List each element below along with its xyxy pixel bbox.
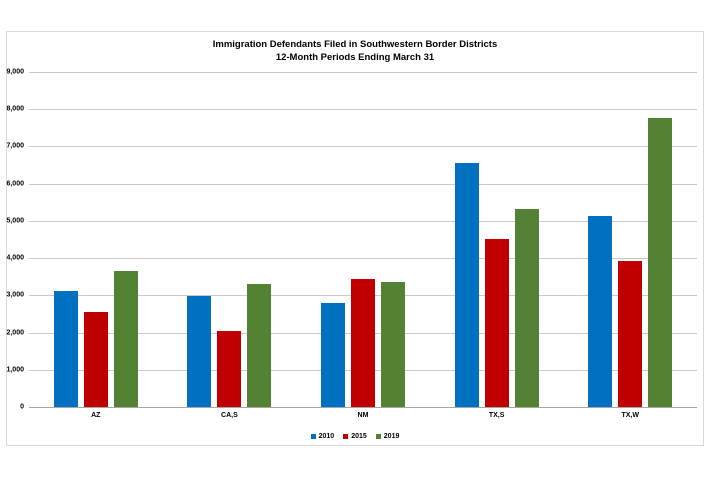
bar-NM-2010 [320, 303, 345, 407]
gridline [29, 183, 697, 185]
bar-TX,W-2010 [588, 216, 613, 407]
legend-item-2015: 2015 [343, 433, 367, 440]
bar-group-NM [296, 72, 430, 407]
bar-group-CA,S [163, 72, 297, 407]
legend: 2010 2015 2019 [7, 433, 703, 440]
x-axis-category-label: TX,S [488, 412, 505, 419]
bar-TX,S-2010 [454, 162, 479, 407]
bar-NM-2015 [350, 279, 375, 407]
y-axis-tick-label: 0 [20, 403, 24, 411]
y-axis-tick-label: 5,000 [6, 217, 24, 225]
bar-group-TX,W [563, 72, 697, 407]
chart-title-line2: 12-Month Periods Ending March 31 [275, 52, 435, 63]
bar-TX,S-2015 [484, 238, 509, 407]
chart-title: Immigration Defendants Filed in Southwes… [7, 38, 703, 64]
legend-label: 2015 [351, 433, 367, 440]
legend-marker-2015 [343, 434, 349, 439]
gridline [29, 72, 697, 73]
bar-CA,S-2015 [217, 331, 242, 407]
y-axis-tick-label: 2,000 [6, 329, 24, 337]
bar-CA,S-2010 [187, 296, 212, 407]
x-axis-category-label: AZ [91, 412, 101, 419]
y-axis-labels: 0 1,000 2,000 3,000 4,000 5,000 6,000 7,000 8,00… [6, 68, 24, 411]
gridline [29, 220, 697, 222]
bar-AZ-2019 [113, 270, 138, 407]
y-axis-tick-label: 7,000 [6, 142, 24, 150]
bar-AZ-2010 [53, 290, 78, 407]
chart-frame: Immigration Defendants Filed in Southwes… [6, 31, 704, 446]
y-axis-tick-label: 1,000 [6, 366, 24, 374]
bar-TX,W-2015 [618, 260, 643, 407]
y-axis-tick-label: 8,000 [6, 105, 24, 113]
y-axis-tick-label: 3,000 [6, 291, 24, 299]
bar-group-AZ [29, 72, 163, 407]
bar-group-TX,S [430, 72, 564, 407]
legend-item-2019: 2019 [375, 433, 400, 440]
legend-marker-2019 [375, 434, 381, 439]
y-axis-tick-label: 4,000 [6, 254, 24, 262]
legend-label: 2010 [318, 433, 335, 440]
x-axis-labels: AZ CA,S NM TX,S TX,W [29, 412, 697, 424]
legend-item-2010: 2010 [310, 433, 335, 440]
bar-TX,S-2019 [514, 208, 539, 407]
x-axis-category-label: TX,W [621, 412, 639, 419]
x-axis-category-label: CA,S [221, 412, 238, 419]
gridline [29, 258, 697, 260]
legend-label: 2019 [383, 433, 400, 440]
y-axis-tick-label: 9,000 [6, 68, 24, 76]
gridline [29, 146, 697, 148]
bar-NM-2019 [380, 281, 405, 407]
bar-AZ-2015 [83, 312, 108, 407]
y-axis-tick-label: 6,000 [6, 180, 24, 188]
chart-title-line1: Immigration Defendants Filed in Southwes… [212, 39, 498, 50]
bar-CA,S-2019 [247, 283, 272, 407]
x-axis-category-label: NM [357, 412, 369, 419]
bar-TX,W-2019 [648, 117, 673, 407]
legend-marker-2010 [310, 434, 316, 439]
gridline [29, 109, 697, 111]
plot-area [29, 72, 697, 408]
